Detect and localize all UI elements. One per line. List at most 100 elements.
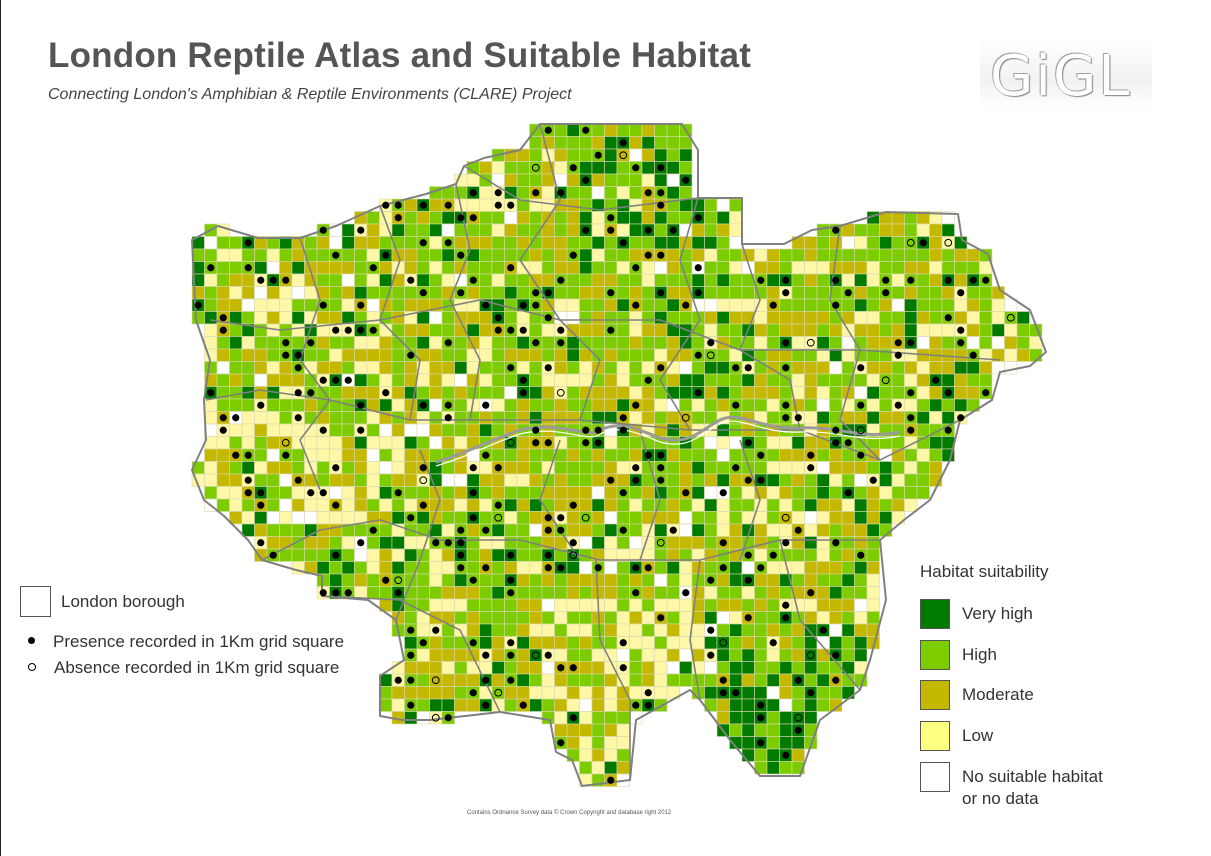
grid-cell (391, 548, 405, 562)
grid-cell (529, 686, 543, 700)
grid-cell (441, 586, 455, 600)
grid-cell (479, 598, 493, 612)
presence-marker (857, 451, 865, 459)
grid-cell (779, 486, 793, 500)
grid-cell (704, 548, 718, 562)
grid-cell (941, 411, 955, 425)
grid-cell (529, 698, 543, 712)
grid-cell (654, 686, 668, 700)
presence-marker (719, 564, 727, 572)
grid-cell (441, 561, 455, 575)
grid-cell (816, 536, 830, 550)
grid-cell (516, 673, 530, 687)
grid-cell (579, 761, 593, 775)
grid-cell (241, 298, 255, 312)
grid-cell (579, 198, 593, 212)
grid-cell (941, 361, 955, 375)
grid-cell (629, 148, 643, 162)
grid-cell (341, 573, 355, 587)
grid-cell (966, 248, 980, 262)
grid-cell (816, 273, 830, 287)
grid-cell (916, 411, 930, 425)
presence-marker (782, 601, 790, 609)
presence-marker (482, 526, 490, 534)
presence-marker (557, 739, 565, 747)
grid-cell (804, 598, 818, 612)
presence-marker (207, 389, 215, 397)
presence-marker (482, 401, 490, 409)
grid-cell (241, 311, 255, 325)
grid-cell (891, 411, 905, 425)
presence-marker (532, 301, 540, 309)
grid-cell (854, 598, 868, 612)
borough-boundary (261, 519, 880, 561)
grid-cell (204, 486, 218, 500)
grid-cell (804, 236, 818, 250)
presence-marker (794, 526, 802, 534)
grid-cell (779, 323, 793, 337)
grid-cell (579, 286, 593, 300)
grid-cell (554, 473, 568, 487)
presence-marker (557, 564, 565, 572)
grid-cell (266, 536, 280, 550)
grid-cell (616, 161, 630, 175)
grid-cell (279, 311, 293, 325)
grid-cell (366, 298, 380, 312)
grid-cell (654, 173, 668, 187)
presence-marker (207, 264, 215, 272)
grid-cell (704, 436, 718, 450)
grid-cell (741, 586, 755, 600)
grid-cell (591, 286, 605, 300)
grid-cell (704, 598, 718, 612)
presence-marker (757, 451, 765, 459)
grid-cell (804, 573, 818, 587)
grid-cell (291, 311, 305, 325)
grid-cell (691, 673, 705, 687)
grid-cell (766, 248, 780, 262)
grid-cell (529, 461, 543, 475)
presence-marker (507, 551, 515, 559)
grid-cell (479, 548, 493, 562)
grid-cell (804, 698, 818, 712)
absence-marker (581, 513, 590, 522)
grid-cell (504, 161, 518, 175)
grid-cell (404, 398, 418, 412)
presence-marker (782, 401, 790, 409)
grid-cell (441, 223, 455, 237)
grid-cell (779, 686, 793, 700)
grid-cell (754, 598, 768, 612)
grid-cell (716, 523, 730, 537)
grid-cell (629, 611, 643, 625)
grid-cell (466, 523, 480, 537)
grid-cell (279, 248, 293, 262)
grid-cell (641, 336, 655, 350)
grid-cell (316, 248, 330, 262)
grid-cell (716, 498, 730, 512)
grid-cell (891, 236, 905, 250)
presence-marker (569, 664, 577, 672)
grid-cell (241, 398, 255, 412)
grid-cell (629, 648, 643, 662)
grid-cell (391, 373, 405, 387)
grid-cell (616, 223, 630, 237)
grid-cell (791, 448, 805, 462)
grid-cell (204, 236, 218, 250)
presence-marker (582, 226, 590, 234)
grid-cell (466, 536, 480, 550)
none-swatch (920, 762, 950, 792)
grid-cell (766, 323, 780, 337)
presence-marker (307, 339, 315, 347)
grid-cell (441, 248, 455, 262)
grid-cell (516, 173, 530, 187)
grid-cell (854, 386, 868, 400)
grid-cell (891, 473, 905, 487)
grid-cell (904, 498, 918, 512)
grid-cell (329, 361, 343, 375)
grid-cell (891, 223, 905, 237)
grid-cell (816, 286, 830, 300)
grid-cell (291, 248, 305, 262)
presence-marker (319, 376, 327, 384)
grid-cell (291, 498, 305, 512)
grid-cell (579, 611, 593, 625)
grid-cell (904, 261, 918, 275)
